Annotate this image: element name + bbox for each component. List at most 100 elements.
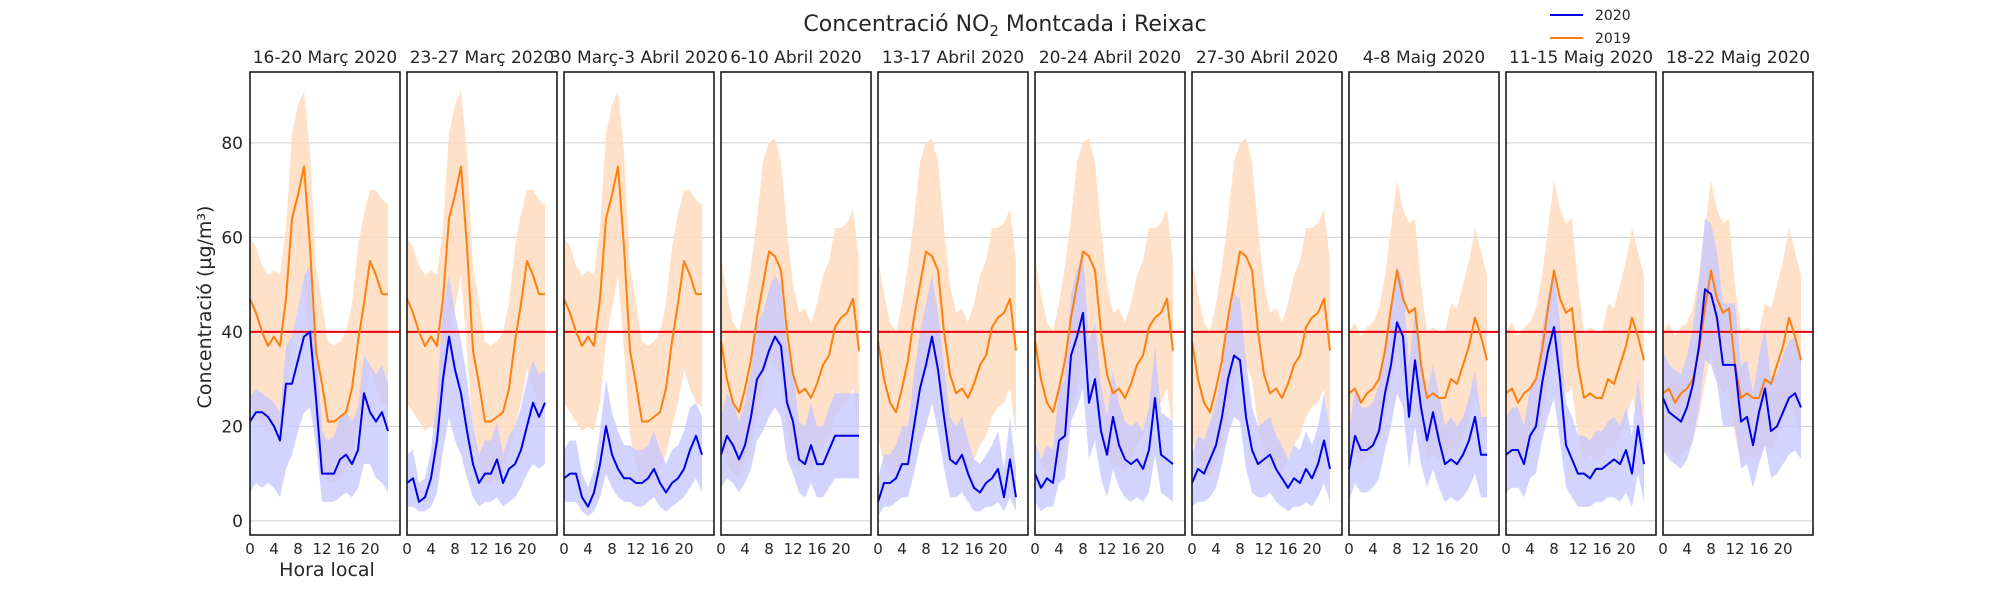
y-tick-label: 0 — [232, 512, 243, 532]
panel-8: 4-8 Maig 2020 0 4 8 12 16 20 — [1344, 48, 1500, 558]
x-tick-label: 4 — [269, 540, 279, 558]
x-tick-label: 16 — [807, 540, 826, 558]
x-tick-label: 8 — [1549, 540, 1559, 558]
x-tick-label: 8 — [764, 540, 774, 558]
x-tick-label: 16 — [1435, 540, 1454, 558]
x-tick-label: 12 — [312, 540, 331, 558]
x-tick-label: 12 — [1254, 540, 1273, 558]
x-tick-label: 4 — [1525, 540, 1535, 558]
panel-frame — [877, 71, 1029, 536]
series-line-2019 — [1348, 269, 1488, 404]
panel-title: 13-17 Abril 2020 — [882, 48, 1024, 68]
x-tick-label: 0 — [873, 540, 883, 558]
x-tick-label: 20 — [1773, 540, 1792, 558]
panel-frame — [1034, 71, 1186, 536]
panel-title: 16-20 Març 2020 — [253, 48, 398, 68]
legend-label-2020: 2020 — [1595, 8, 1631, 24]
panel-title: 18-22 Maig 2020 — [1666, 48, 1810, 68]
x-tick-label: 12 — [469, 540, 488, 558]
panel-5: 13-17 Abril 2020 0 4 8 12 16 20 — [873, 48, 1029, 558]
panel-frame — [406, 71, 558, 536]
panel-title: 27-30 Abril 2020 — [1196, 48, 1338, 68]
panel-frame — [1505, 71, 1657, 536]
x-tick-label: 20 — [1302, 540, 1321, 558]
panel-title: 23-27 Març 2020 — [410, 48, 555, 68]
y-tick-label: 60 — [221, 228, 243, 248]
x-tick-label: 4 — [1368, 540, 1378, 558]
x-tick-label: 20 — [988, 540, 1007, 558]
panel-7: 27-30 Abril 2020 0 4 8 12 16 20 — [1187, 48, 1343, 558]
series-line-2019 — [1034, 250, 1174, 414]
panel-title: 6-10 Abril 2020 — [730, 48, 862, 68]
panel-frame — [1348, 71, 1500, 536]
series-line-2019 — [877, 250, 1017, 414]
x-tick-label: 20 — [831, 540, 850, 558]
y-tick-label: 40 — [221, 323, 243, 343]
x-tick-label: 12 — [783, 540, 802, 558]
panel-title: 4-8 Maig 2020 — [1363, 48, 1485, 68]
panel-title: 11-15 Maig 2020 — [1509, 48, 1653, 68]
series-line-2020 — [1348, 321, 1487, 470]
x-tick-label: 4 — [897, 540, 907, 558]
x-tick-label: 16 — [336, 540, 355, 558]
x-tick-label: 0 — [1187, 540, 1197, 558]
series-line-2020 — [1662, 288, 1802, 447]
panel-4: 6-10 Abril 2020 0 4 8 12 16 20 — [716, 48, 872, 558]
x-tick-label: 8 — [1706, 540, 1716, 558]
x-tick-label: 8 — [921, 540, 931, 558]
series-line-2019 — [406, 165, 545, 423]
x-tick-label: 16 — [1592, 540, 1611, 558]
series-line-2020 — [720, 335, 859, 466]
x-tick-label: 16 — [1749, 540, 1768, 558]
band-2020 — [564, 379, 702, 517]
series-line-2020 — [1505, 326, 1645, 480]
x-tick-label: 4 — [740, 540, 750, 558]
panel-frame — [1191, 71, 1343, 536]
x-tick-label: 16 — [1278, 540, 1297, 558]
x-tick-label: 16 — [650, 540, 669, 558]
x-tick-label: 12 — [1097, 540, 1116, 558]
x-tick-label: 16 — [964, 540, 983, 558]
x-tick-label: 4 — [1682, 540, 1692, 558]
x-tick-label: 20 — [1459, 540, 1478, 558]
legend-label-2019: 2019 — [1595, 31, 1631, 47]
x-tick-label: 8 — [450, 540, 460, 558]
x-tick-label: 0 — [1344, 540, 1354, 558]
panel-frame — [720, 71, 872, 536]
x-tick-label: 8 — [293, 540, 303, 558]
series-line-2019 — [249, 165, 388, 423]
series-line-2020 — [1191, 354, 1331, 489]
x-tick-label: 0 — [559, 540, 569, 558]
series-line-2019 — [563, 165, 702, 423]
band-2020 — [1192, 294, 1330, 512]
x-tick-label: 12 — [1411, 540, 1430, 558]
chart-title: Concentració NO2 Montcada i Reixac — [803, 12, 1206, 40]
band-2020 — [878, 275, 1016, 517]
x-tick-label: 12 — [626, 540, 645, 558]
series-line-2020 — [563, 425, 703, 508]
x-tick-label: 12 — [1725, 540, 1744, 558]
x-tick-label: 0 — [1030, 540, 1040, 558]
series-line-2019 — [1505, 269, 1645, 404]
x-tick-label: 0 — [716, 540, 726, 558]
y-tick-label: 80 — [221, 134, 243, 154]
x-tick-label: 20 — [1145, 540, 1164, 558]
panel-6: 20-24 Abril 2020 0 4 8 12 16 20 — [1030, 48, 1186, 558]
series-line-2020 — [406, 335, 546, 503]
x-tick-label: 20 — [1616, 540, 1635, 558]
band-2020 — [721, 275, 859, 498]
band-2020 — [1506, 270, 1644, 507]
x-tick-label: 0 — [402, 540, 412, 558]
panel-frame — [1662, 71, 1814, 536]
x-tick-label: 20 — [360, 540, 379, 558]
panel-9: 11-15 Maig 2020 0 4 8 12 16 20 — [1501, 48, 1657, 558]
x-tick-label: 20 — [517, 540, 536, 558]
x-tick-label: 8 — [1078, 540, 1088, 558]
panel-title: 20-24 Abril 2020 — [1039, 48, 1181, 68]
panel-title: 30 Març-3 Abril 2020 — [550, 48, 728, 68]
x-tick-label: 4 — [426, 540, 436, 558]
